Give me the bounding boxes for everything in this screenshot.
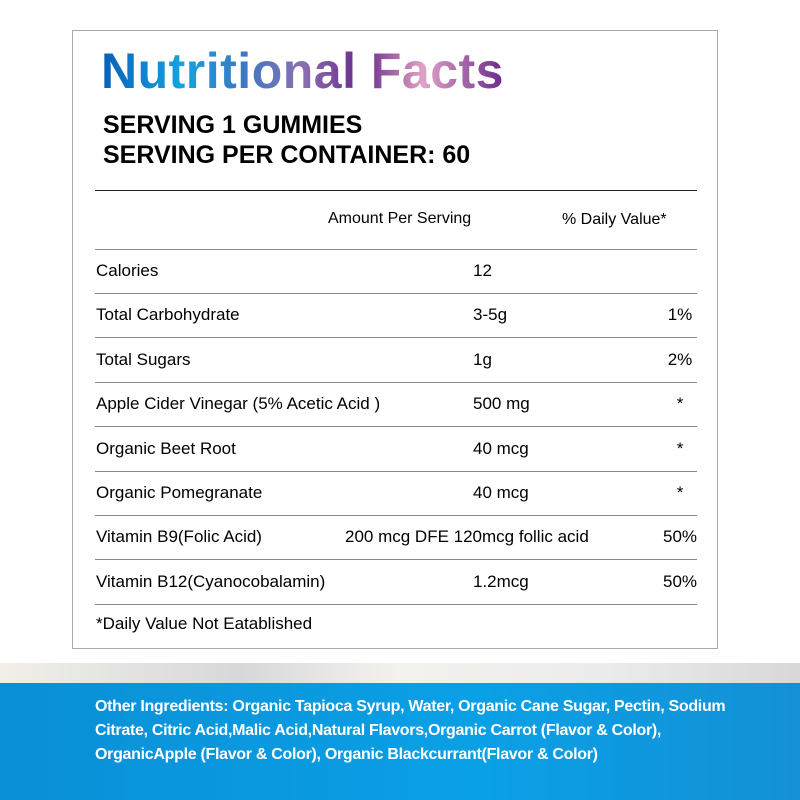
nutrient-daily-value: *: [676, 394, 684, 414]
divider: [95, 515, 697, 516]
nutrient-daily-value: *: [676, 483, 684, 502]
divider: [95, 603, 697, 605]
serving-size: SERVING 1 GUMMIES: [103, 111, 363, 139]
nutrient-amount: 3-5g: [473, 305, 508, 325]
title: Nutritional Facts: [101, 43, 504, 99]
nutrient-amount: 200 mcg DFE 120mcg follic acid: [345, 527, 589, 547]
table-row: Calories 12: [95, 249, 697, 293]
nutrient-amount: 40 mcg: [473, 438, 529, 458]
nutrient-daily-value: *: [676, 438, 684, 458]
servings-per-container: SERVING PER CONTAINER: 60: [103, 141, 471, 169]
table-row: Apple Cider Vinegar (5% Acetic Acid ) 500…: [95, 382, 697, 426]
header-daily-value: % Daily Value*: [562, 211, 667, 228]
ingredients-banner: Other Ingredients: Organic Tapioca Syrup…: [0, 683, 800, 800]
nutrient-amount: 500 mg: [473, 394, 530, 414]
divider: [95, 470, 697, 472]
nutrient-name: Organic Pomegranate: [96, 483, 263, 502]
nutrient-name: Calories: [96, 261, 159, 280]
nutrient-name: Organic Beet Root: [96, 438, 236, 458]
table-row: Vitamin B12(Cyanocobalamin) 1.2mcg 50%: [95, 560, 697, 604]
nutrient-amount: 1.2mcg: [473, 571, 529, 591]
divider: [95, 337, 697, 339]
table-row: Total Sugars 1g 2%: [95, 338, 697, 382]
nutrient-name: Vitamin B12(Cyanocobalamin): [96, 571, 326, 591]
nutrient-amount: 40 mcg: [473, 483, 529, 502]
nutrient-daily-value: 50%: [662, 527, 698, 547]
ingredients-text: Other Ingredients: Organic Tapioca Syrup…: [95, 698, 726, 763]
nutrient-name: Total Sugars: [96, 349, 191, 369]
table-row: Total Carbohydrate 3-5g 1%: [95, 293, 697, 337]
header-amount: Amount Per Serving: [328, 210, 472, 227]
nutrient-name: Apple Cider Vinegar (5% Acetic Acid ): [96, 394, 381, 414]
divider: [95, 559, 697, 561]
table-row: Organic Pomegranate 40 mcg *: [95, 471, 697, 515]
nutrient-name: Total Carbohydrate: [96, 305, 240, 325]
divider: [95, 381, 697, 383]
nutrient-daily-value: 2%: [667, 349, 693, 369]
table-row: Organic Beet Root 40 mcg *: [95, 427, 697, 471]
nutrient-daily-value: 1%: [667, 305, 693, 325]
footnote: *Daily Value Not Eatablished: [96, 614, 313, 633]
divider: [95, 293, 697, 294]
divider: [95, 249, 697, 250]
nutrient-daily-value: 50%: [662, 571, 698, 591]
nutrient-amount: 12: [473, 261, 492, 280]
decorative-strip: [0, 663, 800, 683]
nutrient-name: Vitamin B9(Folic Acid): [96, 527, 262, 547]
table-row: Vitamin B9(Folic Acid) 200 mcg DFE 120mcg…: [95, 515, 697, 559]
divider: [95, 190, 697, 191]
nutrient-amount: 1g: [473, 349, 492, 369]
nutrition-panel: [72, 30, 718, 649]
divider: [95, 426, 697, 428]
